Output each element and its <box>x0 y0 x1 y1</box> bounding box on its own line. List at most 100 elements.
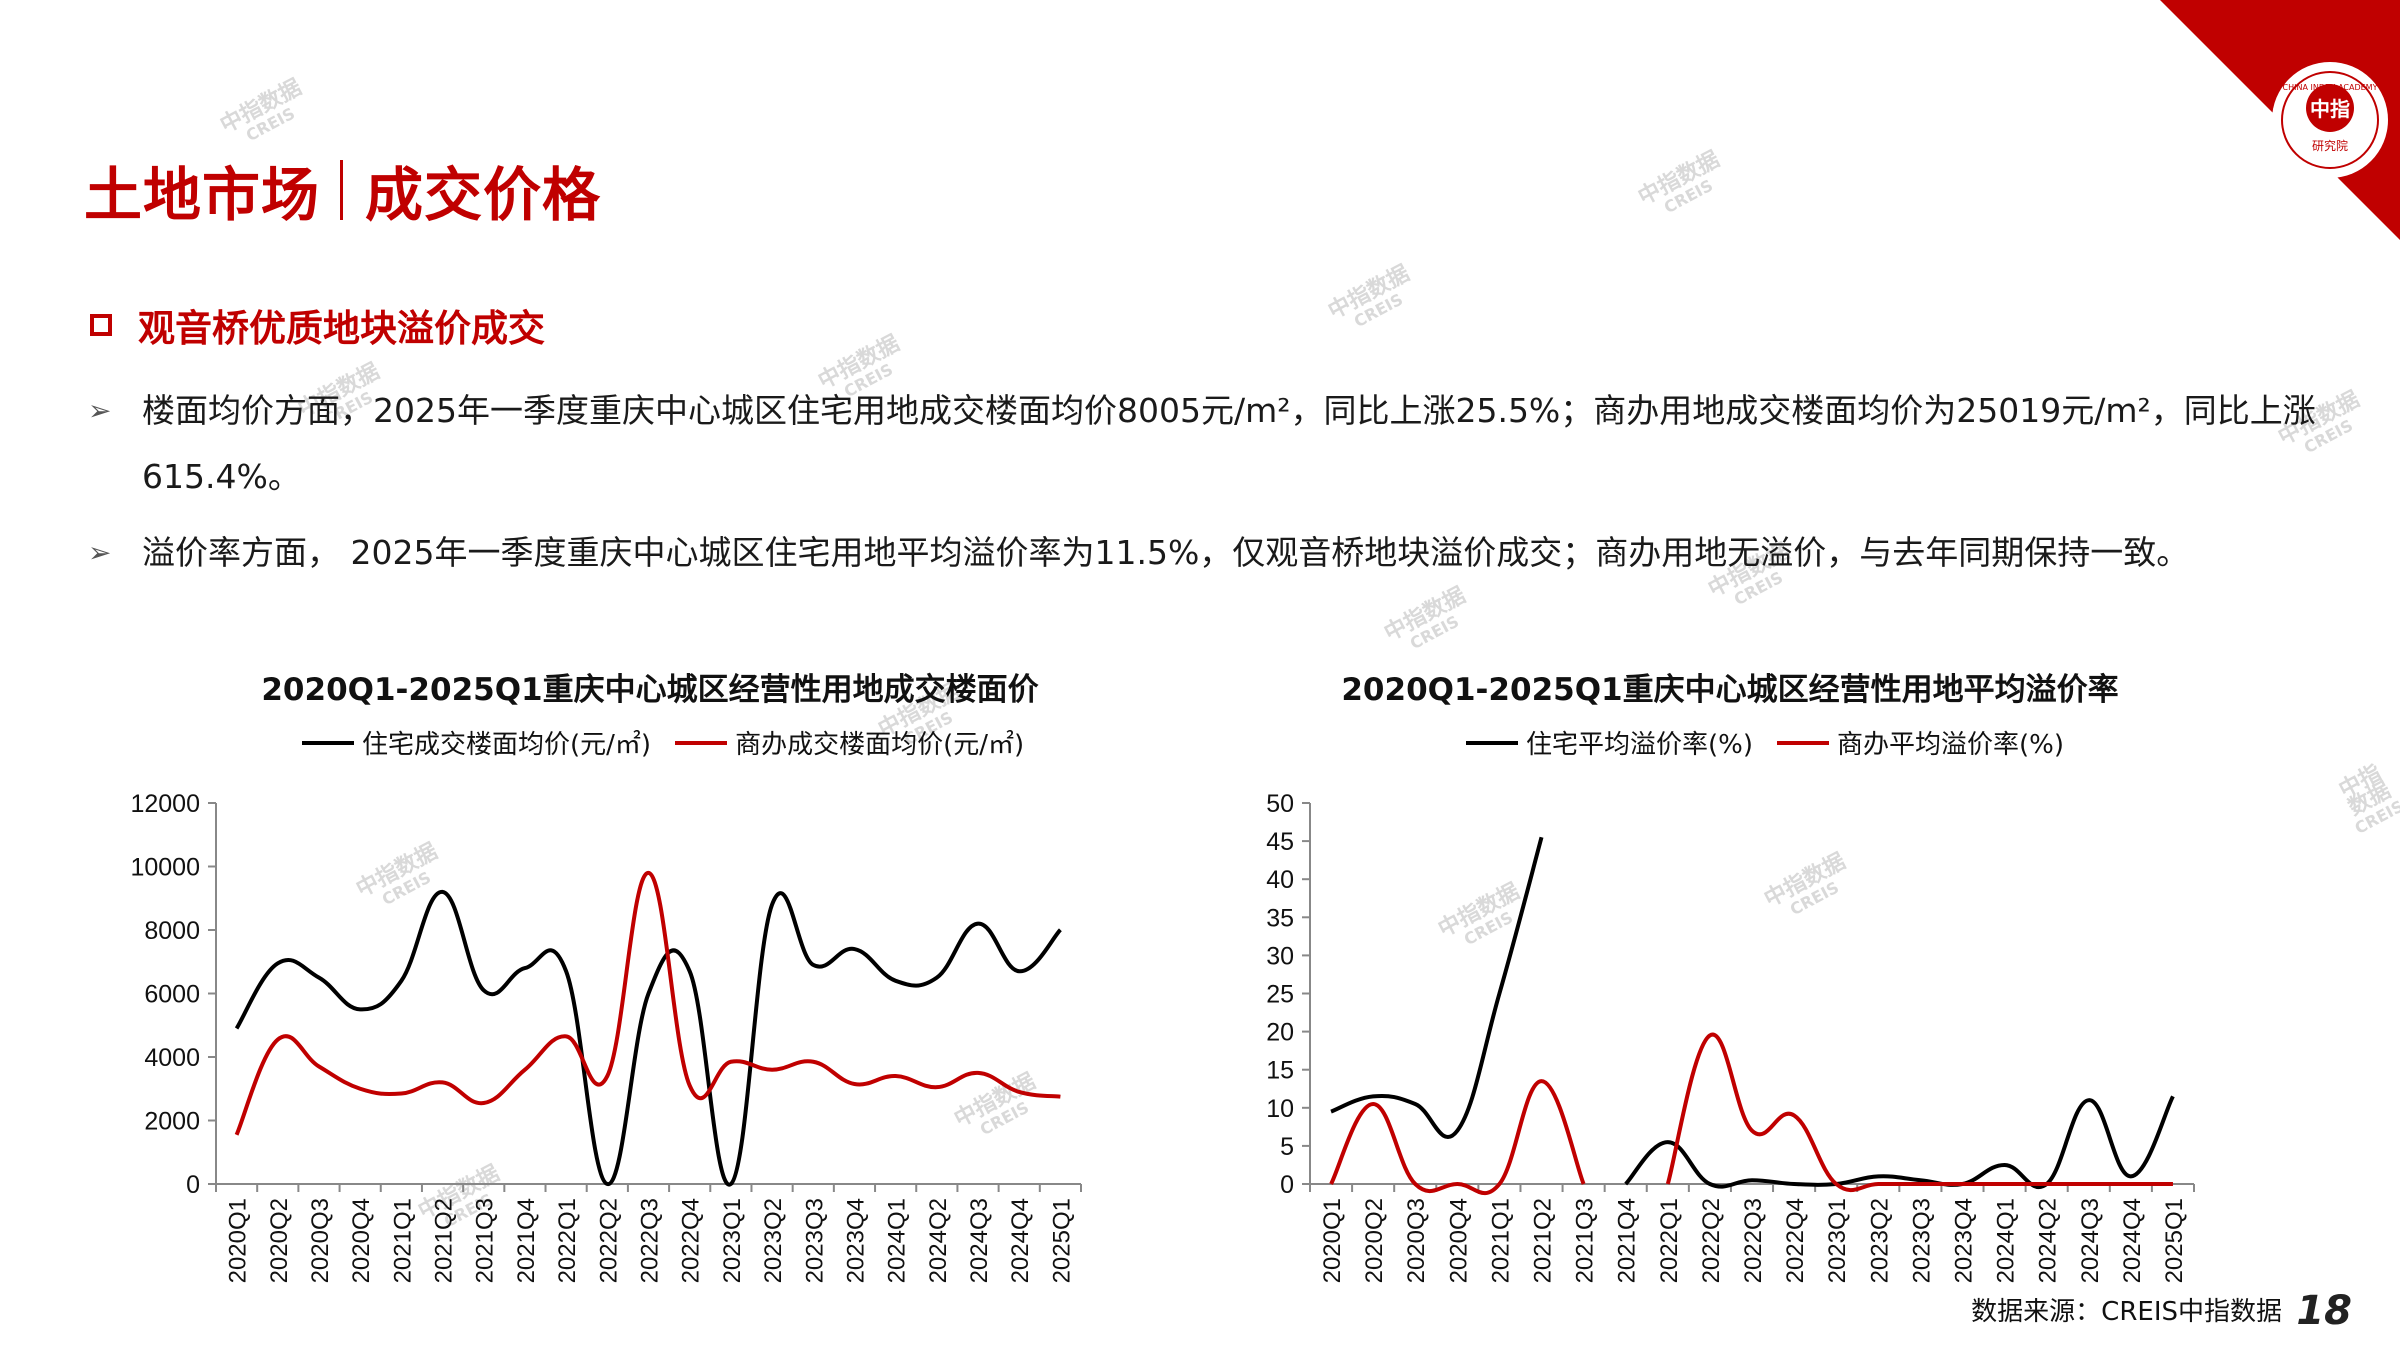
y-tick-label: 4000 <box>144 1044 200 1072</box>
x-tick-label: 2020Q3 <box>1403 1198 1430 1283</box>
y-tick-label: 50 <box>1266 790 1294 818</box>
title-divider <box>340 160 344 220</box>
logo-bottom-text: 研究院 <box>2312 138 2348 153</box>
logo-core-icon <box>2306 84 2354 132</box>
chart-2-title: 2020Q1-2025Q1重庆中心城区经营性用地平均溢价率 <box>1341 672 2119 708</box>
legend-item: 住宅平均溢价率(%) <box>1466 724 1753 761</box>
series-line-2 <box>234 870 1061 1136</box>
y-tick-label: 45 <box>1266 828 1294 856</box>
x-tick-label: 2023Q3 <box>801 1198 828 1283</box>
legend-label: 住宅成交楼面均价(元/㎡) <box>362 730 652 760</box>
series-line-1 <box>234 889 1062 1187</box>
legend-swatch <box>302 740 354 745</box>
y-tick-label: 30 <box>1266 942 1294 970</box>
series-line-1 <box>1330 836 1544 1139</box>
x-tick-label: 2022Q3 <box>1740 1198 1767 1283</box>
x-tick-label: 2025Q1 <box>1048 1198 1075 1283</box>
x-tick-label: 2020Q1 <box>1319 1198 1346 1283</box>
legend-item: 商办成交楼面均价(元/㎡) <box>675 724 1024 761</box>
x-tick-label: 2021Q3 <box>1572 1198 1599 1283</box>
chart-2-legend: 住宅平均溢价率(%) 商办平均溢价率(%) <box>1466 724 2088 761</box>
chart-1-title: 2020Q1-2025Q1重庆中心城区经营性用地成交楼面价 <box>261 672 1039 708</box>
x-tick-label: 2022Q1 <box>554 1198 581 1283</box>
data-source: 数据来源：CREIS中指数据 <box>1971 1297 2282 1327</box>
square-bullet-icon <box>90 314 112 336</box>
x-tick-label: 2022Q2 <box>1698 1198 1725 1283</box>
y-tick-label: 25 <box>1266 981 1294 1009</box>
x-tick-label: 2024Q4 <box>2119 1198 2146 1283</box>
x-tick-label: 2024Q2 <box>925 1198 952 1283</box>
title-right: 成交价格 <box>365 161 602 229</box>
x-tick-label: 2024Q2 <box>2035 1198 2062 1283</box>
y-tick-label: 6000 <box>144 981 200 1009</box>
y-tick-label: 35 <box>1266 904 1294 932</box>
x-tick-label: 2022Q3 <box>637 1198 664 1283</box>
y-tick-label: 10 <box>1266 1095 1294 1123</box>
x-tick-label: 2021Q1 <box>1487 1198 1514 1283</box>
y-tick-label: 10000 <box>130 854 200 882</box>
x-tick-label: 2021Q4 <box>513 1198 540 1283</box>
x-tick-label: 2022Q4 <box>1782 1198 1809 1283</box>
legend-swatch <box>675 740 728 745</box>
x-tick-label: 2020Q3 <box>307 1198 334 1283</box>
legend-item: 住宅成交楼面均价(元/㎡) <box>302 724 651 761</box>
x-tick-label: 2024Q1 <box>1993 1198 2020 1283</box>
x-tick-label: 2020Q1 <box>225 1198 252 1283</box>
legend-item: 商办平均溢价率(%) <box>1777 724 2064 761</box>
y-tick-label: 15 <box>1266 1057 1294 1085</box>
y-tick-label: 8000 <box>144 917 200 945</box>
x-tick-label: 2023Q4 <box>1950 1198 1977 1283</box>
x-tick-label: 2021Q2 <box>1530 1198 1557 1283</box>
logo-center-text: 中指 <box>2310 97 2350 121</box>
y-tick-label: 12000 <box>130 790 200 818</box>
bullet-text: 楼面均价方面，2025年一季度重庆中心城区住宅用地成交楼面均价8005元/m²，… <box>142 391 2316 496</box>
y-tick-label: 5 <box>1280 1133 1294 1161</box>
page-title: 土地市场 成交价格 <box>84 148 601 232</box>
series-line-2 <box>1665 1032 2173 1193</box>
x-tick-label: 2023Q2 <box>1866 1198 1893 1283</box>
x-tick-label: 2024Q1 <box>884 1198 911 1283</box>
series-line-1 <box>1624 1095 2175 1189</box>
arrow-bullet-icon: ➢ <box>88 536 112 569</box>
x-tick-label: 2021Q2 <box>431 1198 458 1283</box>
section-heading: 观音桥优质地块溢价成交 <box>90 298 545 352</box>
x-tick-label: 2022Q1 <box>1656 1198 1683 1283</box>
title-left: 土地市场 <box>84 161 321 229</box>
x-tick-label: 2023Q3 <box>1908 1198 1935 1283</box>
legend-swatch <box>1466 740 1518 745</box>
legend-label: 住宅平均溢价率(%) <box>1526 730 1753 760</box>
x-tick-label: 2023Q1 <box>719 1198 746 1283</box>
x-tick-label: 2025Q1 <box>2161 1198 2188 1283</box>
bullet-text: 溢价率方面， 2025年一季度重庆中心城区住宅用地平均溢价率为11.5%，仅观音… <box>142 533 2190 572</box>
x-tick-label: 2024Q4 <box>1007 1198 1034 1283</box>
x-tick-label: 2020Q4 <box>1445 1198 1472 1283</box>
chart-1-legend: 住宅成交楼面均价(元/㎡) 商办成交楼面均价(元/㎡) <box>302 724 1048 761</box>
logo-top-text: CHINA INDEX ACADEMY <box>2283 83 2378 92</box>
x-tick-label: 2021Q4 <box>1614 1198 1641 1283</box>
x-tick-label: 2020Q4 <box>348 1198 375 1283</box>
x-tick-label: 2024Q3 <box>966 1198 993 1283</box>
y-tick-label: 40 <box>1266 866 1294 894</box>
y-tick-label: 0 <box>1280 1171 1294 1199</box>
x-tick-label: 2021Q3 <box>472 1198 499 1283</box>
arrow-bullet-icon: ➢ <box>88 394 112 427</box>
x-tick-label: 2021Q1 <box>389 1198 416 1283</box>
x-tick-label: 2024Q3 <box>2077 1198 2104 1283</box>
legend-label: 商办平均溢价率(%) <box>1837 730 2064 760</box>
y-tick-label: 0 <box>186 1171 200 1199</box>
legend-label: 商办成交楼面均价(元/㎡) <box>735 730 1025 760</box>
x-tick-label: 2020Q2 <box>266 1198 293 1283</box>
x-tick-label: 2023Q4 <box>842 1198 869 1283</box>
x-tick-label: 2022Q4 <box>678 1198 705 1283</box>
section-heading-text: 观音桥优质地块溢价成交 <box>138 307 545 350</box>
x-tick-label: 2020Q2 <box>1361 1198 1388 1283</box>
x-tick-label: 2023Q1 <box>1824 1198 1851 1283</box>
corner-logo: 中指 CHINA INDEX ACADEMY 研究院 <box>2160 0 2400 240</box>
y-tick-label: 2000 <box>144 1108 200 1136</box>
page-number: 18 <box>2296 1288 2352 1334</box>
x-tick-label: 2023Q2 <box>760 1198 787 1283</box>
x-tick-label: 2022Q2 <box>595 1198 622 1283</box>
y-tick-label: 20 <box>1266 1019 1294 1047</box>
